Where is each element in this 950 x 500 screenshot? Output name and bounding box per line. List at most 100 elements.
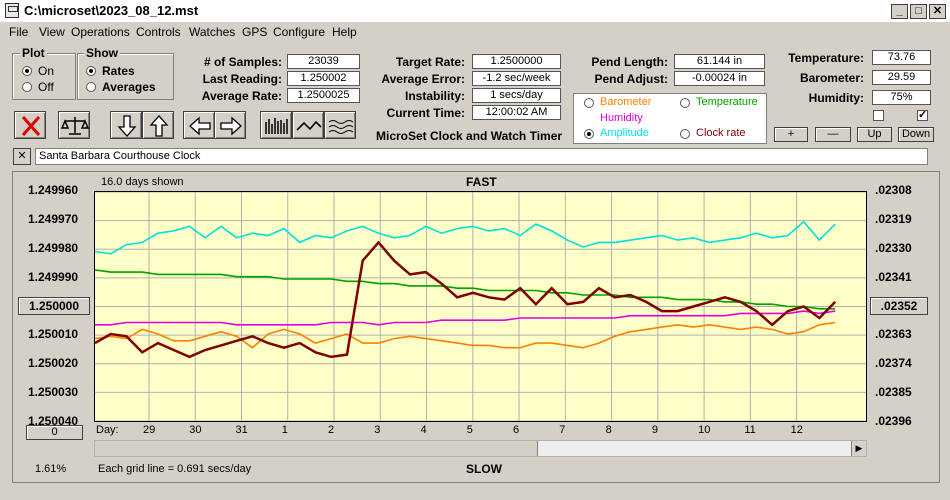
samples-label: # of Samples: bbox=[203, 55, 282, 69]
histogram-button[interactable] bbox=[260, 111, 292, 139]
grid-note: Each grid line = 0.691 secs/day bbox=[98, 463, 252, 475]
x-tick-label: 9 bbox=[651, 424, 658, 436]
series-temperature bbox=[95, 269, 836, 310]
barometer-value: 29.59 bbox=[872, 70, 931, 85]
show-averages-radio[interactable] bbox=[86, 82, 96, 92]
temperature-radio[interactable] bbox=[680, 98, 690, 108]
clock-name-field[interactable]: Santa Barbara Courthouse Clock bbox=[35, 148, 928, 165]
last-reading-value: 1.250002 bbox=[287, 71, 360, 86]
window-title: C:\microset\2023_08_12.mst bbox=[24, 3, 199, 18]
menu-file[interactable]: File bbox=[9, 25, 29, 39]
samples-value: 23039 bbox=[287, 54, 360, 69]
x-tick-label: 10 bbox=[698, 424, 711, 436]
minimize-button[interactable]: _ bbox=[891, 4, 908, 19]
smooth-button[interactable] bbox=[292, 111, 324, 139]
menu-controls[interactable]: Controls bbox=[136, 25, 181, 39]
pend-length-value: 61.144 in bbox=[674, 54, 765, 69]
pend-adjust-label: Pend Adjust: bbox=[594, 72, 668, 86]
slow-label: SLOW bbox=[466, 462, 502, 476]
plus-button[interactable]: + bbox=[774, 127, 808, 142]
barometer-radio[interactable] bbox=[584, 98, 594, 108]
series-clock-rate bbox=[95, 240, 837, 359]
x-tick-label: 1 bbox=[281, 424, 288, 436]
x-tick-label: 31 bbox=[235, 424, 248, 436]
right-value-button[interactable]: .02352 bbox=[870, 297, 928, 315]
y-right-tick-label: .02396 bbox=[875, 414, 912, 428]
y-right-tick-label: .02363 bbox=[875, 327, 912, 342]
scrollbar-thumb[interactable] bbox=[95, 441, 538, 456]
maximize-button[interactable]: □ bbox=[910, 4, 927, 19]
clock-rate-option: Clock rate bbox=[696, 127, 746, 139]
option-checkbox-1[interactable] bbox=[873, 110, 884, 121]
x-tick-label: 8 bbox=[605, 424, 612, 436]
close-icon: ✕ bbox=[17, 150, 27, 162]
x-tick-label: 3 bbox=[374, 424, 381, 436]
calibrate-button[interactable] bbox=[58, 111, 90, 139]
arrow-right-icon bbox=[220, 116, 242, 136]
fast-label: FAST bbox=[466, 175, 497, 189]
center-value-button[interactable]: 1.250000 bbox=[18, 297, 90, 315]
x-tick-label: 7 bbox=[559, 424, 566, 436]
y-left-tick-label: 1.250040 bbox=[28, 414, 79, 428]
plot-off-radio[interactable] bbox=[22, 82, 32, 92]
raw-data-button[interactable] bbox=[324, 111, 356, 139]
x-tick-label: 12 bbox=[790, 424, 803, 436]
x-icon bbox=[21, 116, 41, 136]
rate-down-button[interactable] bbox=[110, 111, 142, 139]
x-tick-label: 29 bbox=[142, 424, 156, 436]
days-shown: 16.0 days shown bbox=[101, 176, 184, 188]
plot-on-radio[interactable] bbox=[22, 66, 32, 76]
y-right-tick-label: .02341 bbox=[875, 269, 912, 284]
plot-on-label: On bbox=[38, 64, 55, 78]
show-rates-label: Rates bbox=[102, 64, 135, 78]
y-left-tick-label: 1.250030 bbox=[28, 385, 79, 400]
bars-icon bbox=[265, 118, 288, 134]
current-time-label: Current Time: bbox=[386, 106, 465, 120]
menu-help[interactable]: Help bbox=[332, 25, 357, 39]
show-group bbox=[77, 53, 174, 100]
menu-gps[interactable]: GPS bbox=[242, 25, 268, 39]
arrow-up-icon bbox=[149, 115, 169, 137]
minus-button[interactable]: — bbox=[815, 127, 851, 142]
temperature-label: Temperature: bbox=[788, 51, 864, 65]
average-rate-label: Average Rate: bbox=[201, 89, 282, 103]
target-rate-label: Target Rate: bbox=[395, 55, 465, 69]
up-button[interactable]: Up bbox=[857, 127, 892, 142]
menu-operations[interactable]: Operations bbox=[71, 25, 130, 39]
show-rates-radio[interactable] bbox=[86, 66, 96, 76]
menu-view[interactable]: View bbox=[39, 25, 65, 39]
time-scrollbar[interactable]: ▶ bbox=[94, 440, 867, 457]
y-right-tick-label: .02385 bbox=[875, 385, 912, 400]
clock-rate-radio[interactable] bbox=[680, 129, 690, 139]
humidity-value: 75% bbox=[872, 90, 931, 105]
x-tick-label: 11 bbox=[744, 424, 756, 436]
scroll-right-arrow[interactable]: ▶ bbox=[851, 441, 866, 456]
barometer-option: Barometer bbox=[600, 96, 652, 108]
amplitude-radio[interactable] bbox=[584, 129, 594, 139]
stop-button[interactable] bbox=[14, 111, 46, 139]
down-button[interactable]: Down bbox=[898, 127, 934, 142]
barometer-label: Barometer: bbox=[799, 71, 864, 85]
y-right-tick-label: .02319 bbox=[875, 211, 912, 226]
menu-bar: File View Operations Controls Watches GP… bbox=[0, 22, 950, 42]
scroll-right-button[interactable] bbox=[214, 111, 246, 139]
series-selector: Barometer Temperature Humidity Amplitude… bbox=[573, 93, 767, 144]
y-right-tick-label: .02308 bbox=[875, 183, 912, 197]
plot-group-label: Plot bbox=[20, 46, 47, 60]
series-humidity bbox=[95, 310, 836, 326]
menu-configure[interactable]: Configure bbox=[273, 25, 326, 39]
zero-button[interactable]: 0 bbox=[26, 425, 83, 440]
close-button[interactable]: ✕ bbox=[929, 4, 946, 19]
y-right-tick-label: .02374 bbox=[875, 356, 912, 371]
x-tick-label: 2 bbox=[328, 424, 335, 436]
scroll-left-button[interactable] bbox=[183, 111, 215, 139]
menu-watches[interactable]: Watches bbox=[189, 25, 236, 39]
option-checkbox-2[interactable]: ✓ bbox=[917, 109, 928, 121]
rate-up-button[interactable] bbox=[142, 111, 174, 139]
arrow-left-icon bbox=[189, 116, 211, 136]
x-tick-label: 30 bbox=[189, 424, 202, 436]
show-averages-label: Averages bbox=[102, 80, 156, 94]
clear-clock-button[interactable]: ✕ bbox=[13, 148, 31, 165]
app-icon[interactable] bbox=[5, 3, 19, 18]
y-left-tick-label: 1.250020 bbox=[28, 356, 79, 371]
